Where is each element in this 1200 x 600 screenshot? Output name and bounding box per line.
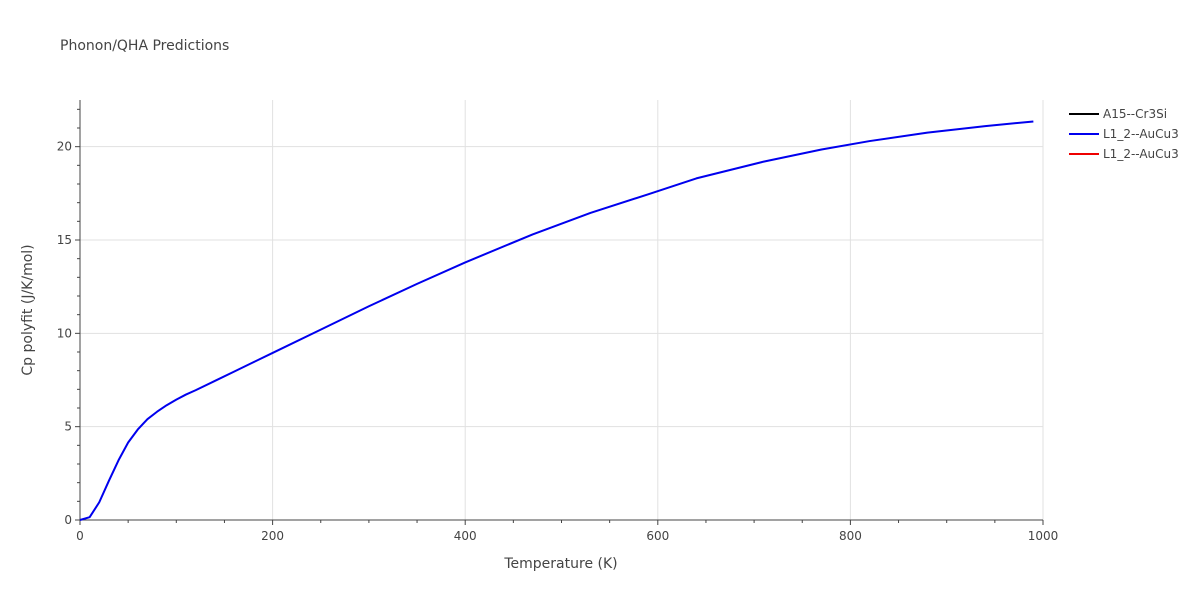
x-tick-label-1: 200 (261, 529, 284, 543)
y-tick-label-4: 20 (57, 140, 72, 154)
y-tick-label-3: 15 (57, 233, 72, 247)
series-line-1 (79, 120, 1034, 521)
axes-layer: 0 200 400 600 800 1000 0 5 10 15 20 (57, 100, 1059, 543)
x-tick-label-5: 1000 (1028, 529, 1059, 543)
y-tick-label-2: 10 (57, 326, 72, 340)
x-tick-label-4: 800 (839, 529, 862, 543)
x-axis-label: Temperature (K) (503, 556, 617, 572)
legend-label-0[interactable]: A15--Cr3Si (1103, 107, 1167, 121)
y-axis-label: Cp polyfit (J/K/mol) (20, 244, 36, 375)
y-tick-label-1: 5 (64, 420, 72, 434)
chart-title: Phonon/QHA Predictions (60, 38, 229, 54)
x-tick-label-0: 0 (76, 529, 84, 543)
grid-layer (80, 100, 1044, 520)
y-tick-label-0: 0 (64, 513, 72, 527)
legend-label-2[interactable]: L1_2--AuCu3 (1103, 147, 1179, 161)
legend-label-1[interactable]: L1_2--AuCu3 (1103, 127, 1179, 141)
series-layer (79, 120, 1034, 521)
x-tick-label-3: 600 (646, 529, 669, 543)
legend: A15--Cr3Si L1_2--AuCu3 L1_2--AuCu3 (1069, 107, 1179, 161)
x-tick-label-2: 400 (454, 529, 477, 543)
